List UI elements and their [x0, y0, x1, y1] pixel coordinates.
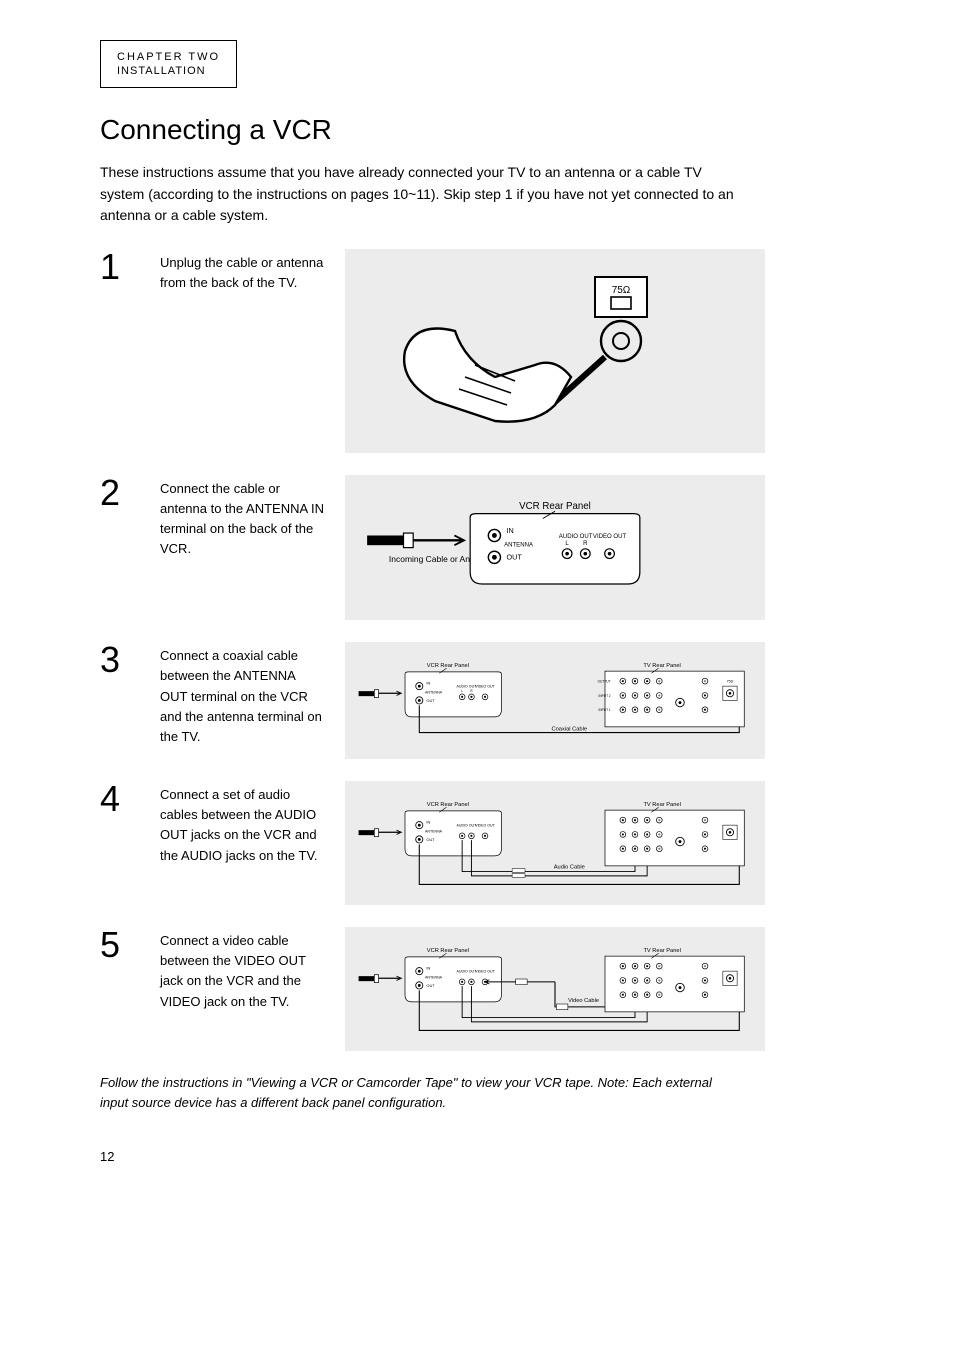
svg-text:R: R [583, 541, 588, 547]
svg-text:IN: IN [426, 820, 430, 825]
svg-text:VIDEO OUT: VIDEO OUT [475, 685, 495, 689]
steps-list: 1 Unplug the cable or antenna from the b… [100, 249, 894, 1051]
svg-text:INPUT 1: INPUT 1 [598, 708, 610, 712]
chapter-number: Chapter Two [117, 51, 220, 63]
svg-text:INPUT 2: INPUT 2 [598, 694, 610, 698]
svg-text:ANTENNA: ANTENNA [504, 542, 534, 548]
svg-text:TV Rear Panel: TV Rear Panel [643, 663, 680, 669]
chapter-header: Chapter Two Installation [100, 40, 237, 88]
step-number: 4 [100, 781, 140, 817]
svg-text:L: L [461, 689, 463, 693]
footer-note: Follow the instructions in "Viewing a VC… [100, 1073, 740, 1113]
step-number: 2 [100, 475, 140, 511]
svg-text:TV Rear Panel: TV Rear Panel [643, 802, 680, 808]
svg-text:75Ω: 75Ω [727, 680, 734, 684]
svg-text:VCR Rear Panel: VCR Rear Panel [427, 802, 469, 808]
svg-text:IN: IN [507, 526, 514, 535]
step-number: 1 [100, 249, 140, 285]
step-number: 5 [100, 927, 140, 963]
svg-text:AUDIO OUT: AUDIO OUT [457, 824, 478, 828]
svg-text:75Ω: 75Ω [612, 285, 631, 296]
step-2: 2 Connect the cable or antenna to the AN… [100, 475, 894, 620]
step-text: Unplug the cable or antenna from the bac… [160, 249, 325, 293]
svg-text:IN: IN [426, 681, 430, 686]
step-3-illustration: VCR Rear Panel IN OUT ANTENNA AUDIO OUT … [345, 642, 765, 759]
svg-text:OUT: OUT [426, 983, 435, 988]
step-1-illustration: 75Ω [345, 249, 765, 453]
svg-text:VCR Rear Panel: VCR Rear Panel [427, 948, 469, 954]
svg-text:VCR Rear Panel: VCR Rear Panel [519, 501, 591, 512]
step-4-illustration: VCR Rear Panel IN OUT ANTENNA AUDIO OUT … [345, 781, 765, 905]
svg-text:OUT: OUT [426, 698, 435, 703]
step-text: Connect a coaxial cable between the ANTE… [160, 642, 325, 747]
svg-text:OUTPUT: OUTPUT [598, 680, 611, 684]
step-5: 5 Connect a video cable between the VIDE… [100, 927, 894, 1051]
svg-text:ANTENNA: ANTENNA [425, 691, 443, 695]
step-number: 3 [100, 642, 140, 678]
audio-connection-diagram-icon: VCR Rear Panel IN OUT ANTENNA AUDIO OUT … [355, 793, 755, 893]
video-connection-diagram-icon: VCR Rear Panel IN OUT ANTENNA AUDIO OUT … [355, 939, 755, 1039]
svg-text:ANTENNA: ANTENNA [425, 975, 443, 979]
svg-text:AUDIO OUT: AUDIO OUT [457, 970, 478, 974]
svg-text:TV Rear Panel: TV Rear Panel [643, 948, 680, 954]
svg-text:IN: IN [426, 966, 430, 971]
svg-text:OUT: OUT [426, 837, 435, 842]
unplug-diagram-icon: 75Ω [355, 261, 755, 441]
step-5-illustration: VCR Rear Panel IN OUT ANTENNA AUDIO OUT … [345, 927, 765, 1051]
step-2-illustration: Incoming Cable or Antenna VCR Rear Panel… [345, 475, 765, 620]
coax-connection-diagram-icon: VCR Rear Panel IN OUT ANTENNA AUDIO OUT … [355, 654, 755, 747]
svg-text:VIDEO OUT: VIDEO OUT [475, 970, 495, 974]
svg-text:ANTENNA: ANTENNA [425, 829, 443, 833]
svg-text:VIDEO OUT: VIDEO OUT [475, 824, 495, 828]
step-text: Connect a video cable between the VIDEO … [160, 927, 325, 1012]
svg-text:AUDIO OUT: AUDIO OUT [457, 685, 478, 689]
section-title: Connecting a VCR [100, 114, 894, 146]
chapter-title: Installation [117, 65, 220, 77]
svg-text:Coaxial Cable: Coaxial Cable [552, 727, 588, 733]
intro-paragraph: These instructions assume that you have … [100, 162, 740, 227]
svg-text:AUDIO OUT: AUDIO OUT [559, 534, 593, 540]
svg-text:Audio Cable: Audio Cable [554, 865, 585, 871]
step-1: 1 Unplug the cable or antenna from the b… [100, 249, 894, 453]
svg-text:Video Cable: Video Cable [568, 998, 599, 1004]
svg-text:VCR Rear Panel: VCR Rear Panel [427, 663, 469, 669]
step-3: 3 Connect a coaxial cable between the AN… [100, 642, 894, 759]
step-text: Connect a set of audio cables between th… [160, 781, 325, 866]
svg-text:OUT: OUT [507, 553, 523, 562]
step-text: Connect the cable or antenna to the ANTE… [160, 475, 325, 560]
page-number: 12 [100, 1149, 894, 1164]
vcr-antenna-in-diagram-icon: Incoming Cable or Antenna VCR Rear Panel… [355, 487, 755, 608]
step-4: 4 Connect a set of audio cables between … [100, 781, 894, 905]
svg-text:VIDEO OUT: VIDEO OUT [593, 534, 627, 540]
